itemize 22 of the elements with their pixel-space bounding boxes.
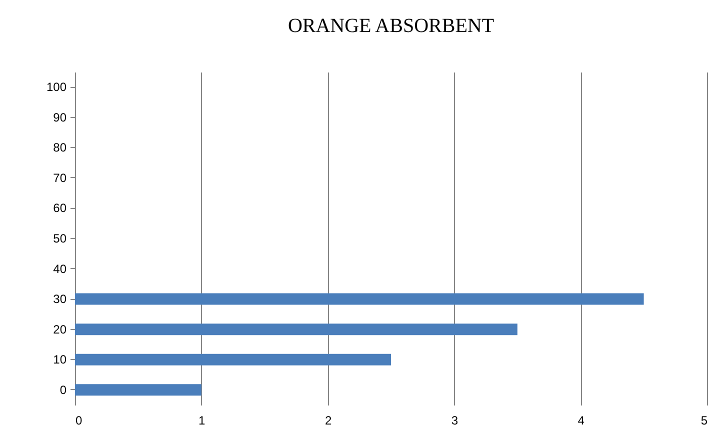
y-tick-label: 30 bbox=[53, 292, 67, 306]
x-tick-label: 2 bbox=[324, 414, 332, 428]
y-tick-label: 40 bbox=[53, 262, 67, 276]
bar bbox=[75, 324, 518, 336]
x-tick-label: 1 bbox=[198, 414, 206, 428]
y-tick-label: 60 bbox=[53, 201, 67, 216]
y-tick-label: 80 bbox=[53, 140, 67, 155]
chart-title: ORANGE ABSORBENT bbox=[288, 15, 494, 37]
x-tick-label: 4 bbox=[578, 414, 585, 428]
bar bbox=[75, 354, 391, 366]
bar bbox=[75, 384, 202, 396]
bar bbox=[75, 293, 644, 305]
x-tick-label: 3 bbox=[451, 414, 458, 428]
y-tick-label: 0 bbox=[60, 382, 67, 397]
y-tick-label: 50 bbox=[53, 232, 67, 246]
y-tick-label: 70 bbox=[53, 170, 67, 185]
x-tick-label: 5 bbox=[700, 414, 708, 428]
y-tick-label: 20 bbox=[53, 322, 67, 336]
y-tick-label: 90 bbox=[53, 110, 67, 124]
x-tick-label: 0 bbox=[76, 414, 82, 428]
y-tick-label: 10 bbox=[53, 352, 67, 367]
y-tick-label: 100 bbox=[46, 80, 67, 94]
